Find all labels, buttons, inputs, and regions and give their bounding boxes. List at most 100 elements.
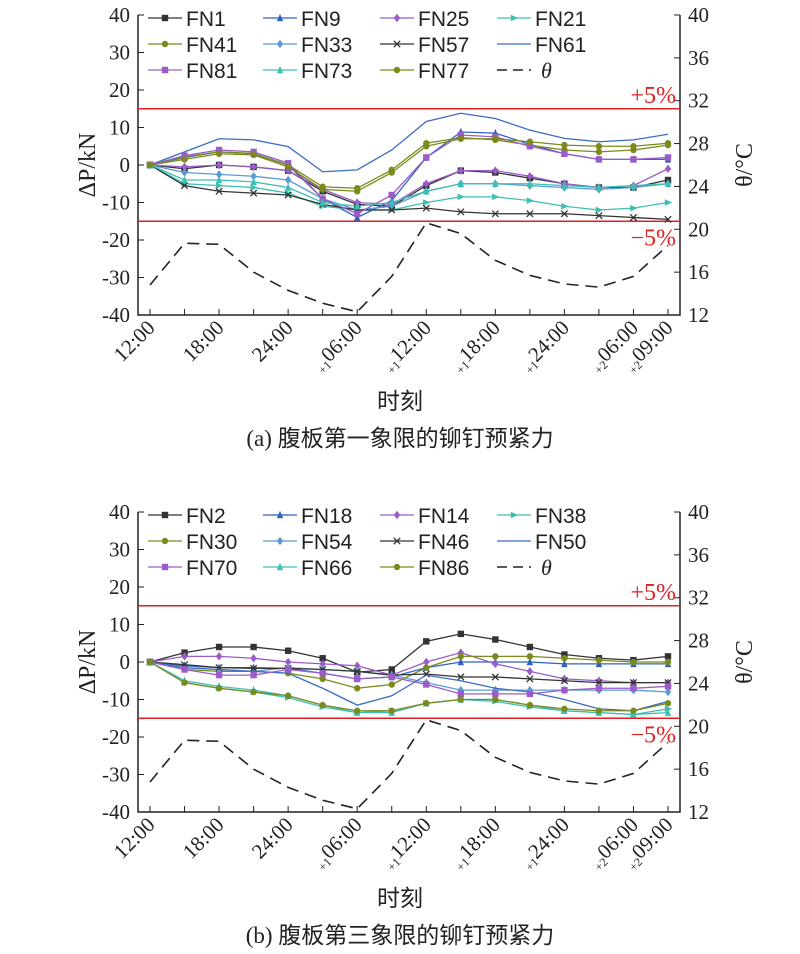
y2-tick-label: 12 [688,303,709,327]
y-tick-label: -10 [102,191,130,215]
y-tick-label: 20 [109,78,130,102]
data-point [215,175,223,184]
data-point [388,198,395,206]
data-point [422,204,430,212]
data-point [629,213,638,222]
data-point [492,166,499,175]
series-fn57 [146,161,672,224]
limit-label: −5% [630,225,676,251]
legend-label: FN25 [418,8,469,31]
legend-marker [161,511,169,519]
legend-label: FN21 [535,8,586,31]
legend-marker [393,537,401,545]
data-point [629,678,638,687]
series-fn25 [146,160,672,209]
y2-tick-label: 12 [688,800,709,824]
legend-marker [276,65,284,74]
data-point [457,166,464,175]
series-line [149,655,668,689]
data-point [457,690,464,698]
data-point [215,671,223,679]
legend-item: FN1 [148,8,226,31]
y-tick-label: -20 [102,725,130,749]
data-point [250,654,257,663]
data-point [181,156,188,163]
data-point [250,688,257,696]
data-point [249,664,258,673]
data-point [388,681,395,688]
y2-tick-label: 32 [688,586,709,610]
x-tick-label: 18:00 [178,813,229,864]
y-tick-label: 30 [109,538,130,562]
series-line [149,661,669,712]
data-point [181,175,188,184]
data-point [457,657,464,666]
limit-label: +5% [630,83,676,109]
data-point [284,183,292,191]
legend-marker [161,66,169,74]
legend-item: FN61 [497,34,586,57]
chart-caption: (b) 腹板第三象限的铆钉预紧力 [246,923,555,948]
y-tick-label: -30 [102,763,130,787]
data-point [491,210,499,218]
data-point [595,707,603,714]
legend-label: FN54 [301,531,353,554]
data-point [630,710,637,718]
series-line [149,164,669,211]
series-line [149,164,669,221]
x-axis-label: 时刻 [377,886,423,911]
series-line [149,138,669,192]
data-point [561,655,568,662]
series-fn70 [146,658,672,698]
limit-label: −5% [630,722,676,748]
data-point [595,211,603,220]
data-point [181,679,188,686]
data-point [526,179,534,187]
legend-label: FN61 [535,34,586,57]
data-point [492,636,499,643]
data-point [215,643,223,651]
data-point [250,151,257,159]
data-point [319,655,326,662]
data-point [526,657,534,666]
data-point [664,164,672,173]
legend-item: FN57 [380,34,469,57]
data-point [664,683,672,690]
legend-label: FN50 [535,531,586,554]
data-point [664,199,673,206]
legend-item: FN9 [263,8,341,31]
data-point [457,208,465,216]
data-point [630,143,637,150]
data-point [388,206,396,214]
legend-marker [393,510,401,520]
x-tick-label: 18:00 [178,316,229,367]
legend-label: FN14 [418,505,470,528]
data-point [630,707,637,714]
x-tick-label: +106:00 [307,813,368,874]
data-point [215,685,223,692]
series-fn86 [146,658,672,714]
data-point [595,678,603,687]
data-point [181,168,188,177]
series-line [149,164,669,206]
data-point [630,658,637,666]
data-point [215,170,223,179]
data-point [146,658,154,666]
data-point [664,658,672,666]
data-point [526,138,534,145]
data-point [561,203,569,210]
legend-marker [161,537,169,545]
data-point [388,673,395,681]
data-point [630,685,637,692]
legend-label: FN46 [418,531,469,554]
data-point [354,661,361,670]
data-point [319,659,326,669]
series-fn41 [146,134,672,192]
x-tick-label: +118:00 [445,813,506,874]
x-tick-time: 24:00 [247,813,298,864]
data-point [491,673,499,681]
data-point [492,193,500,201]
data-point [215,146,223,154]
